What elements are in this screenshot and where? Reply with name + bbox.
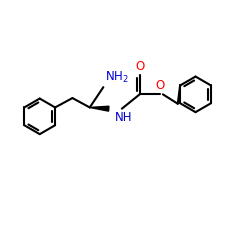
Text: NH$_2$: NH$_2$	[105, 70, 129, 85]
Text: O: O	[135, 60, 144, 73]
Polygon shape	[90, 106, 109, 111]
Text: NH: NH	[115, 111, 132, 124]
Text: O: O	[155, 79, 164, 92]
